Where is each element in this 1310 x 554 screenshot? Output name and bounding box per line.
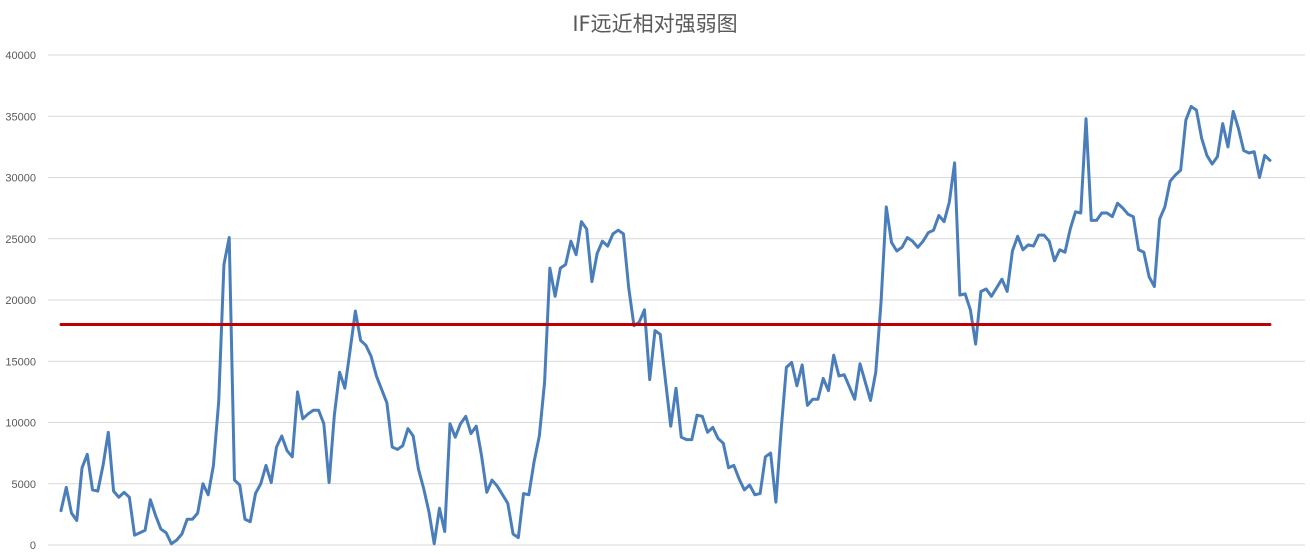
y-tick-label-10000: 10000 (5, 418, 36, 430)
y-axis-labels: 0 5000 10000 15000 20000 25000 30000 35000 40000 (5, 50, 36, 552)
y-tick-label-40000: 40000 (5, 50, 36, 62)
y-tick-label-30000: 30000 (5, 173, 36, 185)
chart-title: IF远近相对强弱图 (572, 12, 738, 36)
y-tick-label-15000: 15000 (5, 356, 36, 368)
y-tick-label-0: 0 (30, 540, 36, 552)
grid (48, 54, 1305, 546)
series-line-0 (59, 104, 1272, 546)
y-tick-label-20000: 20000 (5, 295, 36, 307)
y-tick-label-25000: 25000 (5, 234, 36, 246)
y-tick-label-35000: 35000 (5, 111, 36, 123)
y-tick-label-5000: 5000 (12, 479, 36, 491)
series (59, 104, 1272, 546)
